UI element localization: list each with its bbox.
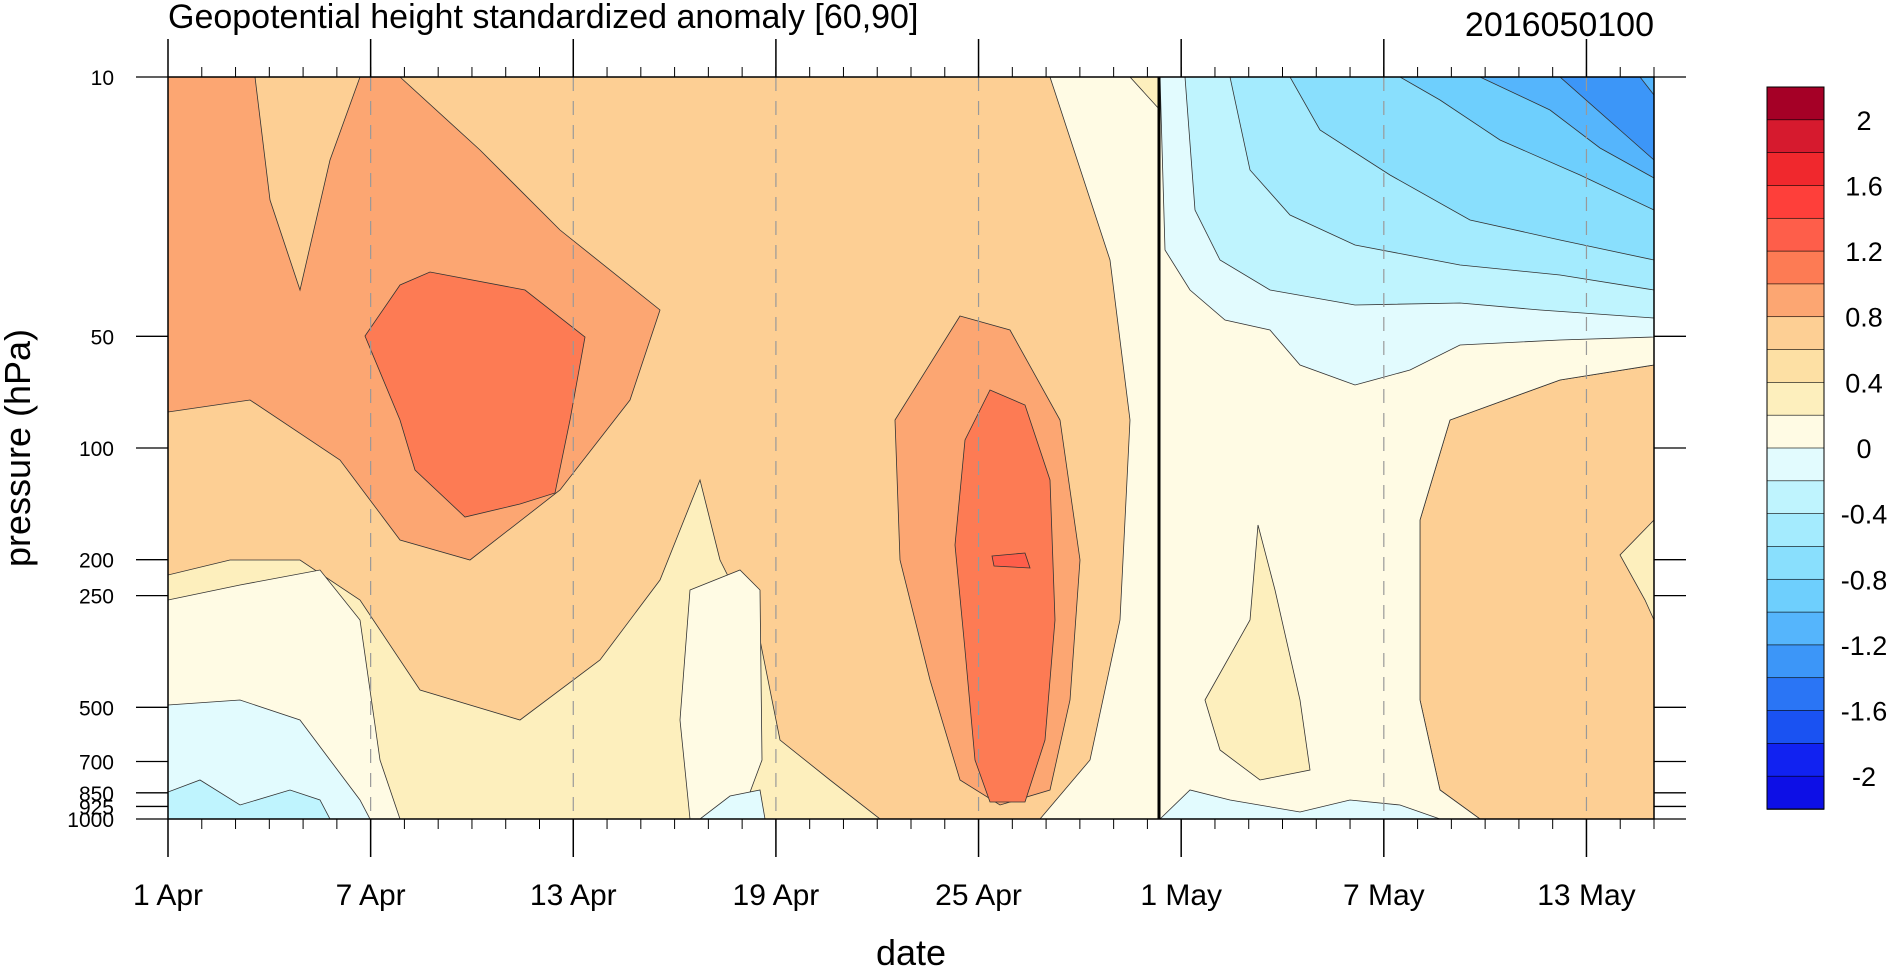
contour-region-band-m02d [1159, 789, 1441, 819]
x-tick-label: 19 Apr [733, 879, 820, 912]
y-tick-label: 250 [79, 586, 114, 609]
contour-region-band-00 [1039, 77, 1161, 819]
colorbar-swatch [1766, 414, 1825, 449]
colorbar-swatch [1766, 513, 1825, 548]
x-tick-label: 1 Apr [133, 879, 203, 912]
y-tick-label: 100 [79, 438, 114, 461]
contour-region-band-m04b [168, 779, 331, 819]
x-tick-label: 13 May [1537, 879, 1635, 912]
colorbar-label: -1.2 [1841, 631, 1888, 661]
x-tick-label: 1 May [1140, 879, 1222, 912]
colorbar-swatch [1766, 152, 1825, 187]
date-label: 2016050100 [1465, 6, 1654, 44]
colorbar-swatch [1766, 316, 1825, 351]
colorbar-swatch [1766, 447, 1825, 482]
colorbar-label: 0.8 [1845, 303, 1883, 333]
colorbar-frame [1766, 86, 1825, 810]
colorbar-label: -0.4 [1841, 500, 1888, 530]
colorbar-swatch [1766, 578, 1825, 613]
y-tick-label: 10 [91, 67, 114, 90]
colorbar-swatch [1766, 119, 1825, 154]
colorbar-swatch [1766, 382, 1825, 416]
colorbar-swatch [1766, 644, 1825, 679]
colorbar-label: 1.6 [1845, 171, 1883, 201]
contour-region-band-m02b [168, 699, 371, 819]
colorbar-swatch [1766, 349, 1825, 384]
y-axis-title: pressure (hPa) [0, 329, 38, 567]
colorbar-swatch [1766, 677, 1825, 712]
contour-region-band-m14 [1559, 77, 1654, 161]
colorbar-swatch [1766, 283, 1825, 318]
colorbar-label: -2 [1852, 762, 1876, 792]
colorbar-swatch [1766, 546, 1825, 581]
colorbar: 2 1.6 1.2 0.8 0.4 0 -0.4 -0.8 -1.2 -1.6 -2 [1766, 86, 1888, 810]
y-tick-label: 700 [79, 752, 114, 775]
x-tick-label: 7 May [1343, 879, 1425, 912]
x-tick-label: 7 Apr [336, 879, 406, 912]
colorbar-swatch [1766, 743, 1825, 777]
colorbar-label: 0 [1856, 434, 1871, 464]
contour-fill [168, 77, 1654, 819]
colorbar-swatch [1766, 480, 1825, 515]
y-tick-label: 1000 [67, 809, 114, 832]
date-gridlines [370, 77, 1588, 819]
chart-title: Geopotential height standardized anomaly… [168, 0, 918, 36]
x-axis-title: date [876, 932, 946, 969]
colorbar-swatch [1766, 217, 1825, 252]
colorbar-label: 0.4 [1845, 368, 1883, 398]
colorbar-swatch [1766, 185, 1825, 220]
x-axis-ticks: 1 Apr 7 Apr 13 Apr 19 Apr 25 Apr 1 May 7 May 13… [133, 39, 1655, 912]
contour-region-band-12b [954, 389, 1056, 803]
contour-region-band-m02c [699, 789, 766, 819]
x-tick-label: 13 Apr [530, 879, 617, 912]
y-tick-label: 500 [79, 697, 114, 720]
contour-region-band-14 [991, 552, 1031, 569]
x-tick-label: 25 Apr [935, 879, 1022, 912]
contour-region-band-04b [1204, 524, 1311, 781]
colorbar-swatch [1766, 86, 1825, 121]
colorbar-label: 1.2 [1845, 237, 1883, 267]
y-tick-label: 850 [79, 783, 114, 806]
colorbar-swatch [1766, 611, 1825, 646]
y-tick-label: 50 [91, 326, 114, 349]
colorbar-label: -0.8 [1841, 565, 1888, 595]
colorbar-label: -1.6 [1841, 697, 1888, 727]
contour-region-band-04c [1619, 519, 1654, 621]
colorbar-swatch [1766, 710, 1825, 745]
y-tick-label: 200 [79, 550, 114, 573]
colorbar-swatch [1766, 250, 1825, 285]
colorbar-swatch [1766, 775, 1825, 810]
contour-region-band-00c [679, 569, 763, 819]
colorbar-label: 2 [1856, 106, 1871, 136]
contour-region-band-12 [364, 271, 586, 518]
y-tick-label: 925 [79, 796, 114, 819]
contour-region-band-08b [1419, 364, 1654, 819]
